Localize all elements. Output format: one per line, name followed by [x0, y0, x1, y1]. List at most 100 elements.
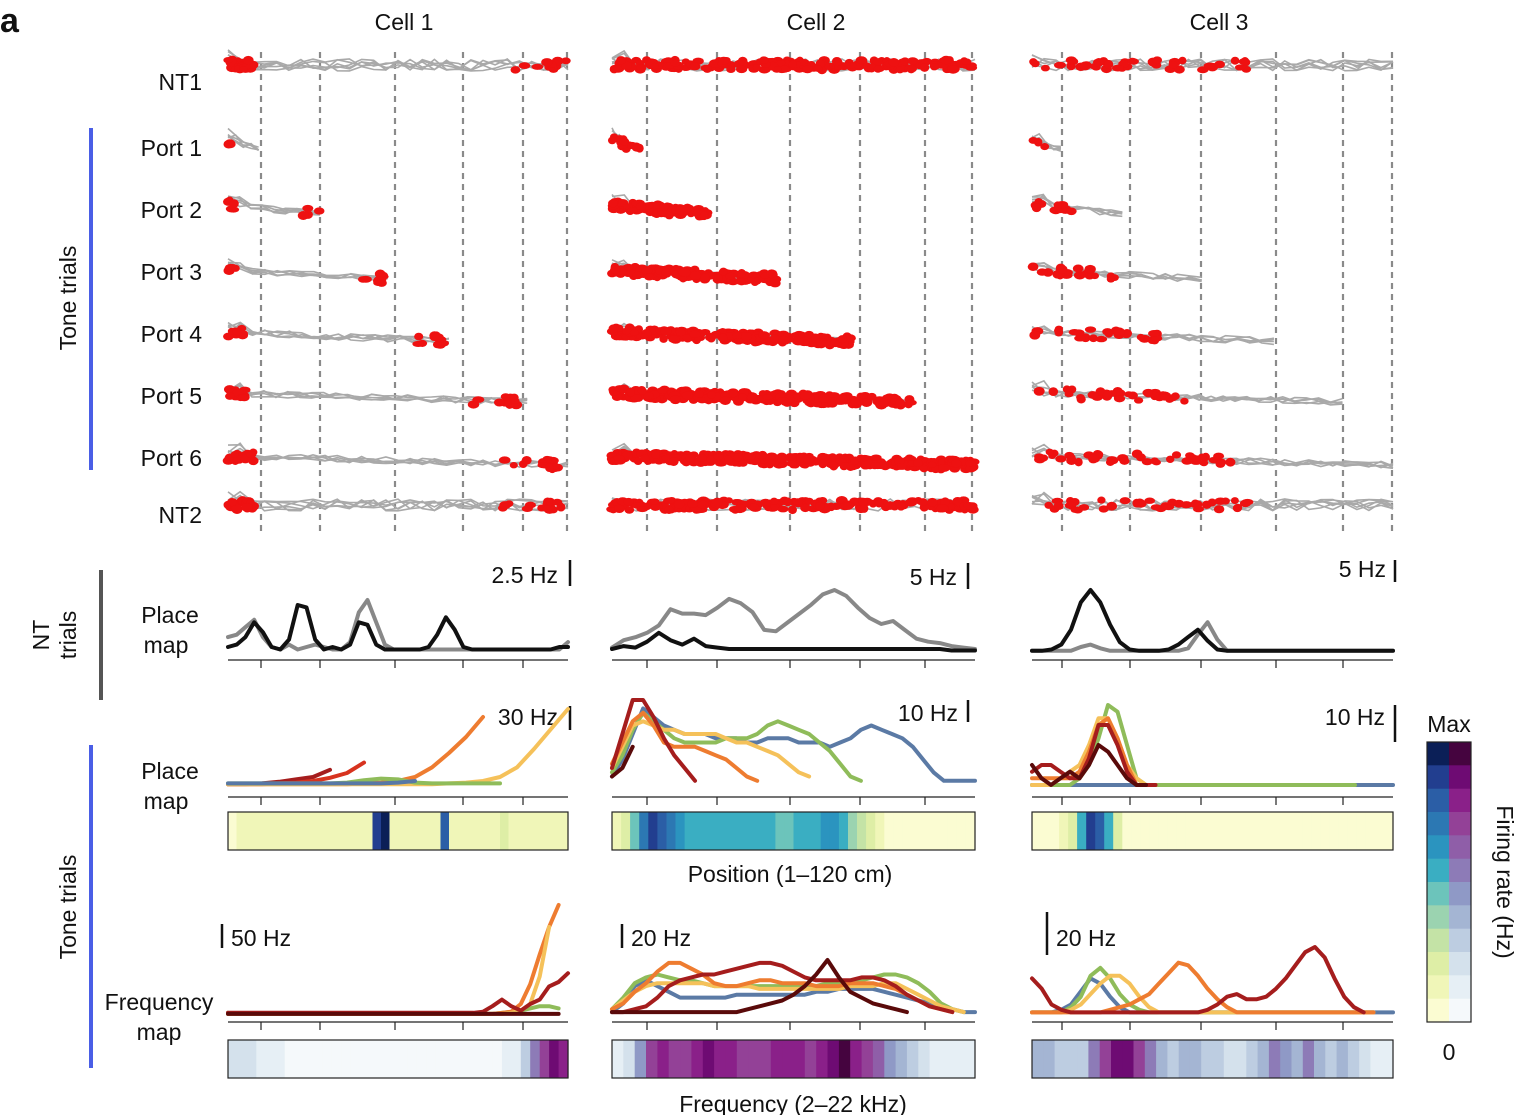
- spike-dot: [788, 60, 797, 69]
- chart-panel-9: [1030, 945, 1395, 1015]
- row-label-nt2: NT2: [159, 502, 202, 528]
- heatmap-cell: [483, 1040, 493, 1078]
- spike-dot: [678, 268, 691, 277]
- spike-dot: [1040, 143, 1050, 151]
- nt-trials-label-2: trials: [55, 611, 81, 660]
- spike-dot: [740, 331, 752, 341]
- spike-dot: [907, 65, 917, 73]
- trajectory-trace: [227, 54, 569, 72]
- spike-dot: [643, 392, 654, 400]
- spike-dot: [1053, 201, 1063, 210]
- colorbar-freq-segment: [1449, 812, 1471, 836]
- colorbar-place-segment: [1427, 835, 1449, 860]
- trajectory-c1-row3: [222, 195, 325, 220]
- spike-dot: [734, 504, 746, 514]
- heatmap-cell: [693, 812, 704, 850]
- spike-dot: [246, 451, 257, 459]
- spike-dot: [758, 65, 771, 74]
- colorbar-freq-segment: [1449, 998, 1471, 1023]
- spike-dot: [733, 338, 744, 345]
- spike-dot: [1094, 58, 1104, 67]
- heatmap-cell: [407, 1040, 418, 1078]
- trajectory-c1-row7: [222, 442, 569, 474]
- trajectory-trace: [227, 498, 569, 511]
- trajectory-c3-row2: [1028, 132, 1062, 152]
- heatmap-cell: [1314, 1040, 1326, 1078]
- heatmap-cell: [759, 1040, 772, 1078]
- row-label-port5: Port 5: [141, 383, 202, 409]
- spike-dot: [895, 399, 905, 407]
- spike-dot: [616, 56, 626, 65]
- heatmap-cell: [875, 812, 885, 850]
- spike-dot: [1133, 397, 1144, 404]
- colorbar-place-segment: [1427, 998, 1449, 1023]
- series-line-3: [610, 719, 812, 779]
- tone-place-map-label-1: Place: [141, 758, 199, 784]
- spike-dot: [614, 504, 625, 514]
- spike-dot: [702, 64, 712, 73]
- trajectory-c2-row4: [607, 259, 782, 288]
- heatmap-cell: [963, 1040, 976, 1078]
- spike-dot: [1044, 501, 1053, 509]
- spike-dot: [1127, 391, 1138, 400]
- spike-dot: [621, 451, 633, 461]
- heatmap-cell: [1325, 1040, 1338, 1078]
- heatmap-cell: [245, 812, 255, 850]
- spike-dot: [850, 398, 861, 406]
- spike-dot: [1225, 457, 1236, 467]
- heatmap-cell: [1111, 1040, 1123, 1078]
- spike-dot: [759, 56, 769, 64]
- frequency-axis-label: Frequency (2–22 kHz): [679, 1091, 907, 1115]
- heatmap-cell: [816, 1040, 829, 1078]
- spike-dot: [792, 392, 803, 400]
- spike-dot: [359, 275, 372, 283]
- spike-dot: [873, 65, 883, 73]
- heatmap-cell: [1065, 1040, 1078, 1078]
- spike-dot: [1152, 459, 1161, 466]
- heatmap-cell: [1050, 812, 1060, 850]
- spike-dot: [1040, 64, 1050, 72]
- spike-dot: [223, 332, 234, 341]
- heatmap-cell: [1320, 812, 1331, 850]
- position-axis-label: Position (1–120 cm): [688, 861, 893, 887]
- spike-dot: [227, 497, 238, 507]
- spike-dot: [724, 455, 733, 465]
- heatmap-cell: [1149, 812, 1159, 850]
- heatmap-cell: [1302, 812, 1313, 850]
- heatmap-cell: [432, 812, 442, 850]
- frequency-heatmap-c1: [227, 1039, 569, 1079]
- spike-dot: [661, 268, 671, 277]
- trajectory-c1-row5: [223, 321, 450, 349]
- heatmap-cell: [454, 1040, 465, 1078]
- spike-dot: [927, 461, 937, 468]
- colorbar-place-segment: [1427, 742, 1449, 766]
- spike-dot: [1036, 268, 1048, 276]
- spike-dot: [699, 211, 709, 221]
- spike-dot: [1064, 451, 1075, 459]
- heatmap-cell: [1167, 1040, 1180, 1078]
- spike-dot: [696, 454, 708, 462]
- spike-dot: [650, 503, 661, 511]
- spike-dot: [1221, 497, 1230, 505]
- colorbar-freq-segment: [1449, 742, 1471, 766]
- spike-dot: [1034, 387, 1043, 394]
- heatmap-cell: [793, 1040, 806, 1078]
- spike-dot: [867, 392, 877, 401]
- spike-dot: [509, 462, 518, 469]
- heatmap-cell: [920, 812, 931, 850]
- spike-dot: [637, 387, 648, 395]
- spike-dot: [1045, 448, 1054, 456]
- place-heatmap-c1: [227, 811, 569, 851]
- rate-curves: [226, 588, 1395, 1016]
- heatmap-cell: [1086, 812, 1096, 850]
- spike-dot: [1135, 453, 1146, 462]
- spike-dot: [613, 454, 625, 461]
- series-line-2: [1030, 588, 1395, 653]
- heatmap-cell: [360, 1040, 371, 1078]
- heatmap-cell: [857, 812, 867, 850]
- heatmap-frame: [1031, 1039, 1394, 1079]
- heatmap-cell: [284, 1040, 295, 1078]
- spike-dot: [804, 330, 814, 339]
- heatmap-cell: [766, 812, 776, 850]
- spike-dot: [1119, 457, 1130, 465]
